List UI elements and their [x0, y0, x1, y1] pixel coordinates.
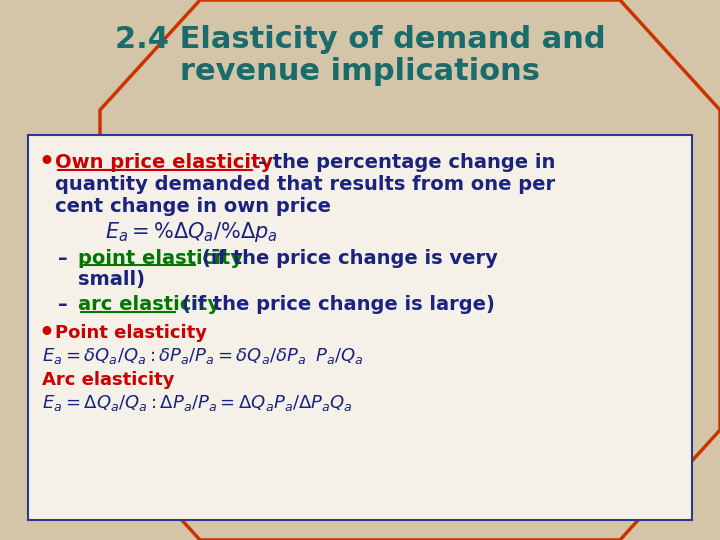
- Text: –: –: [58, 295, 68, 314]
- Text: 2.4 Elasticity of demand and: 2.4 Elasticity of demand and: [114, 25, 606, 55]
- Text: •: •: [38, 150, 54, 174]
- FancyBboxPatch shape: [28, 135, 692, 520]
- Text: (if the price change is large): (if the price change is large): [182, 295, 495, 314]
- Text: cent change in own price: cent change in own price: [55, 197, 331, 215]
- Text: - the percentage change in: - the percentage change in: [258, 152, 555, 172]
- Text: (if the price change is very: (if the price change is very: [202, 248, 498, 267]
- Text: small): small): [78, 271, 145, 289]
- Text: Arc elasticity: Arc elasticity: [42, 371, 174, 389]
- Text: –: –: [58, 248, 68, 267]
- Text: revenue implications: revenue implications: [180, 57, 540, 86]
- Text: Point elasticity: Point elasticity: [55, 324, 207, 342]
- Text: quantity demanded that results from one per: quantity demanded that results from one …: [55, 174, 555, 193]
- Text: arc elasticity: arc elasticity: [78, 295, 220, 314]
- Text: $E_a = \%\Delta Q_a/\%\Delta p_a$: $E_a = \%\Delta Q_a/\%\Delta p_a$: [105, 220, 278, 244]
- Text: $E_a = \delta Q_a/Q_a : \delta P_a/P_a = \delta Q_a/\delta P_a \;\; P_a/Q_a$: $E_a = \delta Q_a/Q_a : \delta P_a/P_a =…: [42, 346, 364, 366]
- Text: point elasticity: point elasticity: [78, 248, 243, 267]
- Text: Own price elasticity: Own price elasticity: [55, 152, 273, 172]
- Text: •: •: [38, 321, 54, 345]
- Text: $E_a = \Delta Q_a/Q_a : \Delta P_a/P_a = \Delta Q_a P_a/\Delta P_a Q_a$: $E_a = \Delta Q_a/Q_a : \Delta P_a/P_a =…: [42, 393, 353, 413]
